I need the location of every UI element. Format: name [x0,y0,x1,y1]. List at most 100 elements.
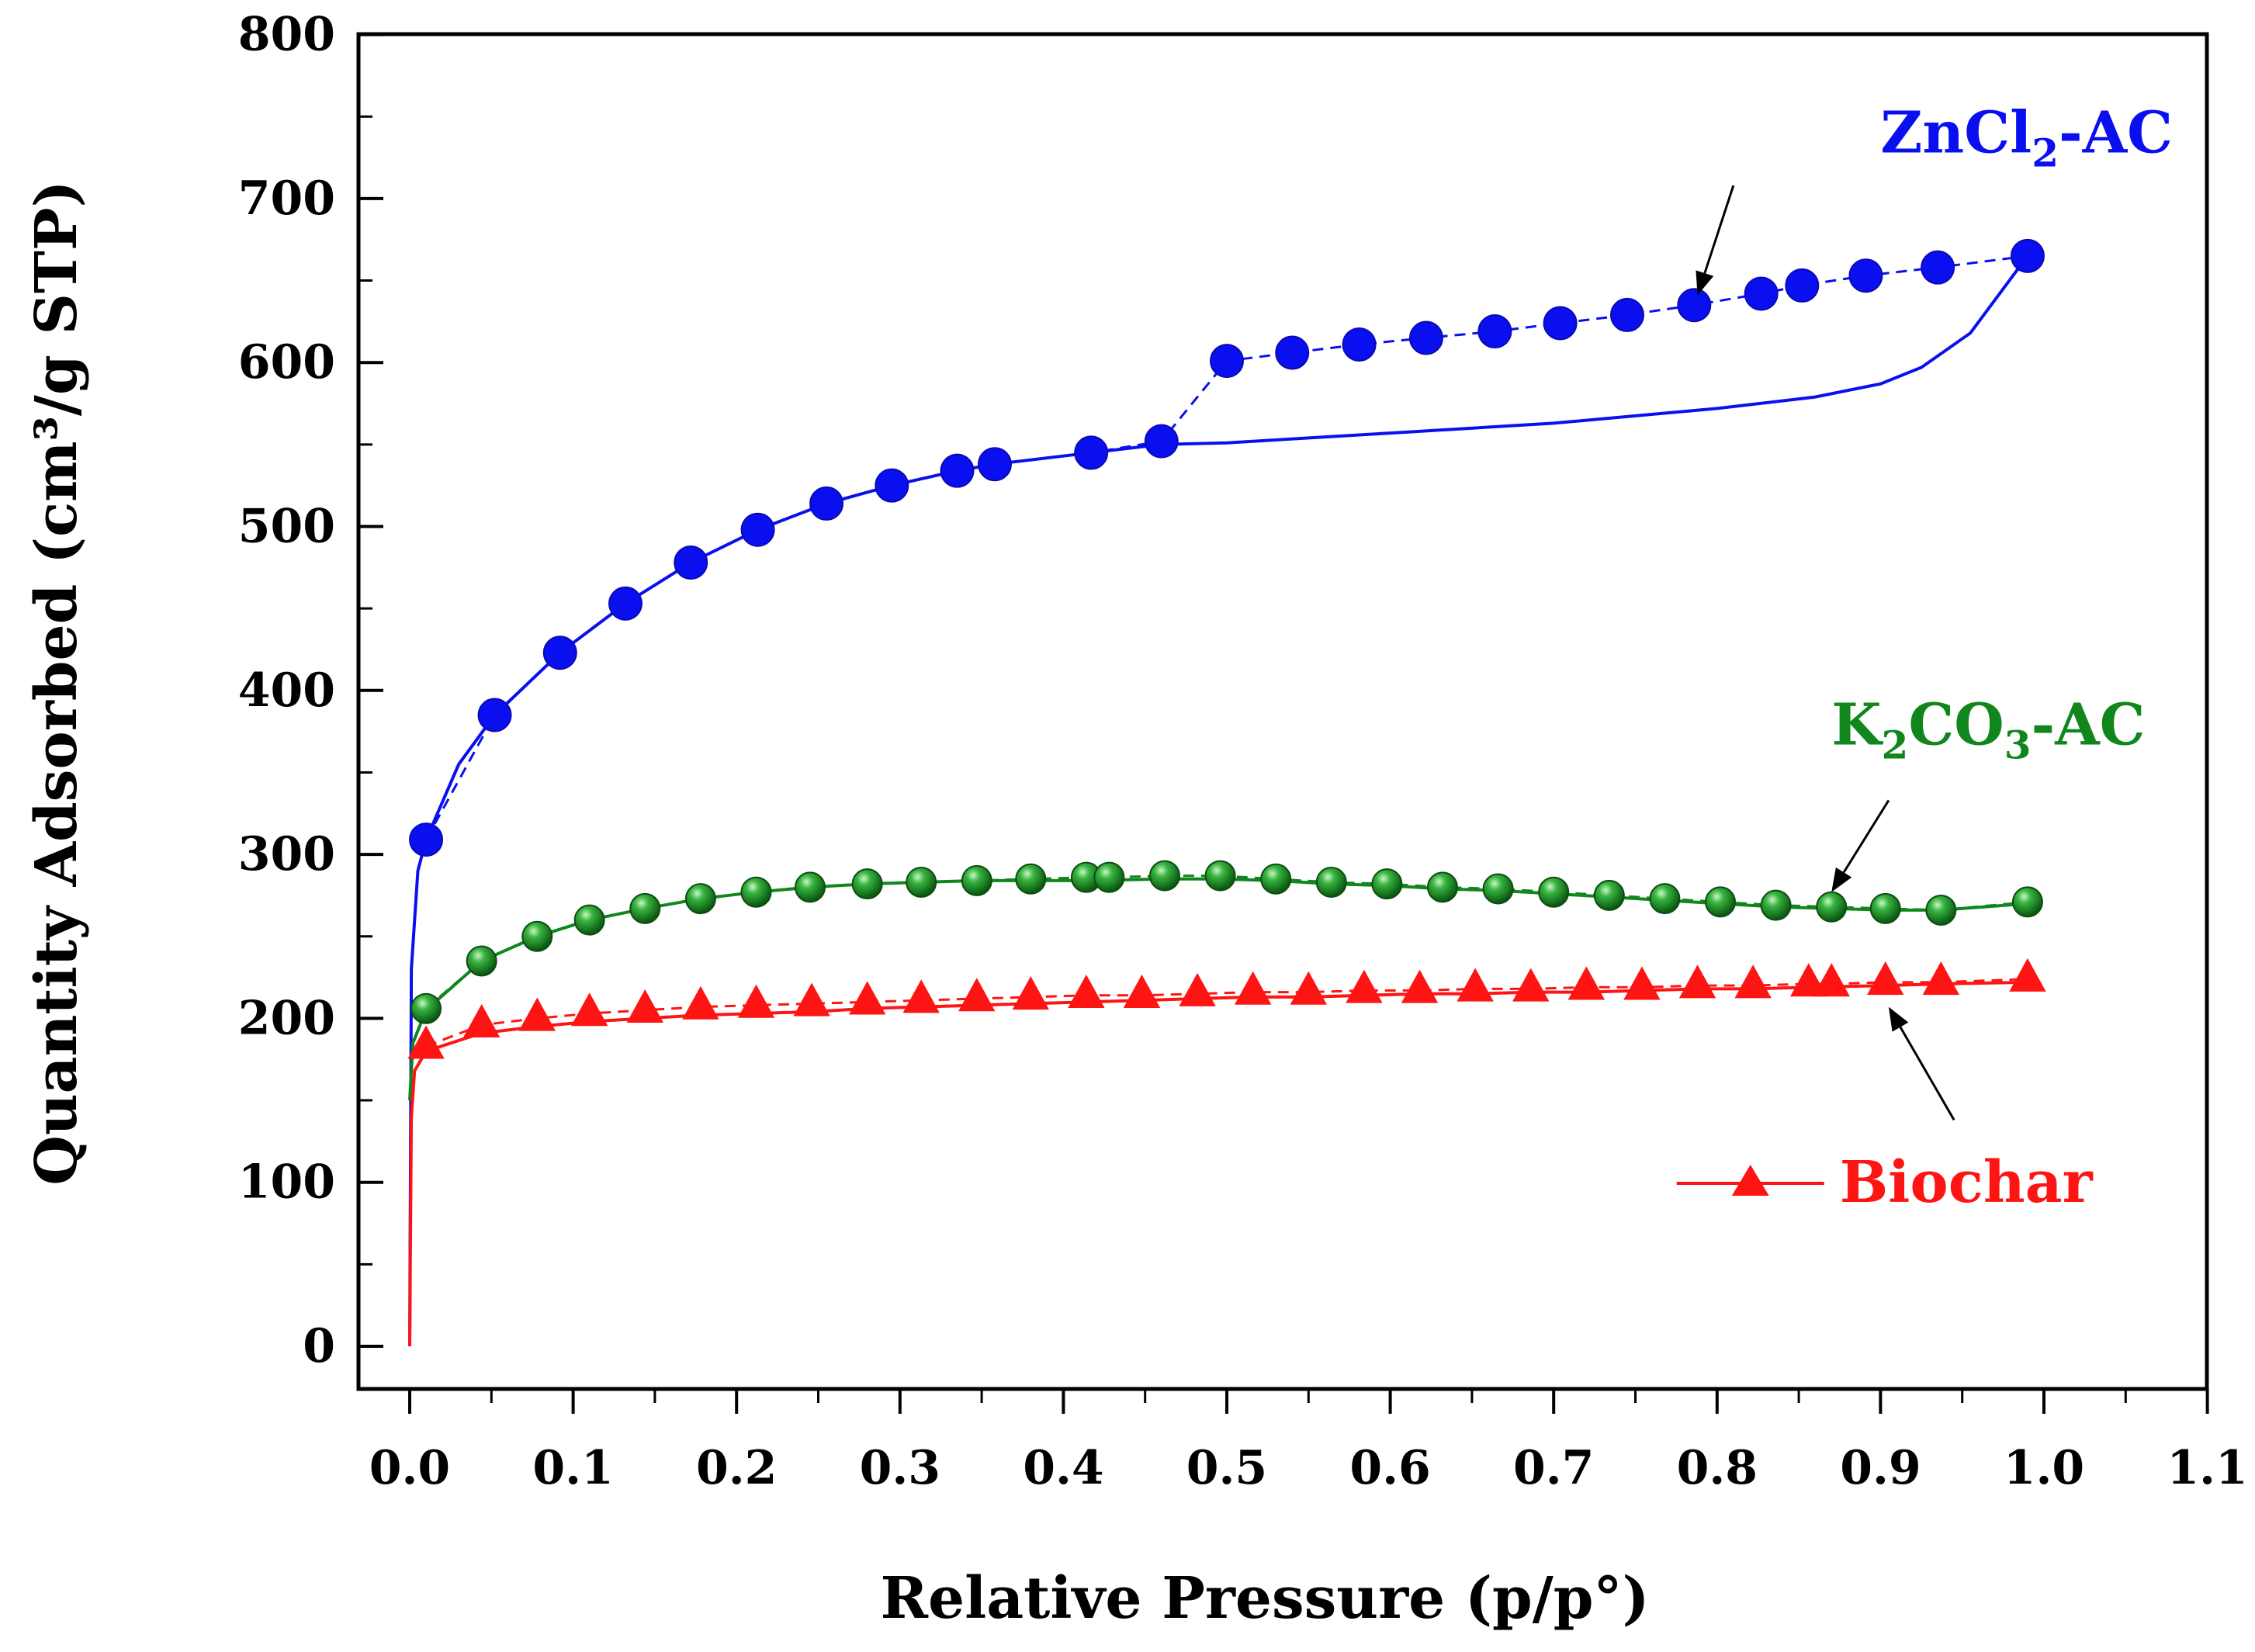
label-part: -AC [2059,100,2173,167]
data-point [407,1025,445,1059]
data-point [1744,276,1779,311]
data-point [848,981,886,1015]
data-point [1012,976,1049,1010]
k2co3-label: K2CO3-AC [1831,692,2146,892]
data-point [1144,424,1179,459]
y-tick-label: 100 [238,1155,335,1210]
data-point [1290,971,1327,1005]
data-point [466,945,497,977]
data-point [1426,871,1458,903]
data-point [1649,883,1681,915]
label-part: CO [1908,692,2004,759]
data-point [1315,867,1347,899]
data-point [1848,258,1883,293]
data-point [1677,288,1712,323]
x-tick-label: 0.4 [1023,1441,1103,1495]
data-point [958,978,996,1012]
series-dashed-line [424,255,2028,840]
x-axis-title: Relative Pressure (p/p°) [881,1565,1650,1632]
x-tick-label: 0.7 [1513,1441,1594,1495]
data-point [793,982,830,1016]
legend-triangle-icon [1731,1165,1769,1197]
data-point [1790,963,1827,997]
series-solid-line [408,980,2028,1347]
subscript: 2 [1882,722,1909,768]
x-tick-label: 0.0 [369,1441,450,1495]
series-k2co3-ac [408,860,2043,1101]
data-point [1538,876,1570,908]
data-point [1068,974,1105,1009]
data-point [477,698,512,732]
data-point [573,904,605,936]
data-point [1543,306,1578,341]
y-tick-label: 500 [238,500,335,554]
data-point [1925,894,1957,926]
plot-frame [356,32,2209,1391]
data-point [1922,961,1960,996]
label-part: Biochar [1840,1149,2094,1216]
series-biochar [407,958,2046,1347]
data-point [1093,861,1125,893]
data-point [462,1003,501,1038]
data-point [682,985,719,1020]
data-point [2010,238,2045,273]
y-tick-label: 400 [238,663,335,718]
data-point [1477,314,1512,349]
data-point [1148,860,1180,892]
data-point [518,997,556,1031]
y-tick-label: 0 [303,1319,335,1373]
x-tick-label: 0.3 [860,1441,940,1495]
data-point [409,823,444,857]
data-point [1869,892,1901,924]
x-tick-label: 0.5 [1186,1441,1267,1495]
data-point [1401,969,1439,1003]
data-point [1275,335,1310,370]
data-point [1705,886,1737,918]
data-point [684,883,716,915]
annotation-arrow-head [1696,270,1714,296]
data-point [1678,965,1716,999]
data-point [626,989,663,1023]
data-point [1074,435,1109,470]
data-point [1371,868,1403,900]
label-part: ZnCl [1880,100,2032,167]
data-point [1785,268,1820,303]
label-part: K [1831,692,1883,759]
x-axis: 0.0 0.1 0.2 0.3 0.4 0.5 0.6 0.7 0.8 0.9 1.0 1.1 [369,1389,2248,1495]
data-point [794,871,826,903]
data-point [570,992,608,1027]
x-tick-label: 0.1 [532,1441,613,1495]
x-tick-label: 0.6 [1349,1441,1430,1495]
data-point [1867,961,1904,996]
data-point [1346,969,1383,1003]
data-point [1342,327,1377,362]
data-point [809,486,844,521]
y-tick-label: 800 [238,8,335,62]
label-part: -AC [2032,692,2146,759]
y-tick-label: 200 [238,991,335,1045]
data-point [1408,320,1443,355]
data-point [1623,966,1661,1000]
data-point [1816,891,1848,923]
annotation-arrow-shaft [1842,799,1890,874]
annotation-text: Biochar [1840,1149,2094,1216]
data-point [1609,297,1644,332]
data-point [1179,972,1216,1006]
data-point [1482,873,1514,905]
annotation-arrow-shaft [1899,1026,1955,1121]
annotation-arrow-shaft [1703,185,1735,274]
data-point [1235,971,1272,1005]
data-point [902,979,940,1013]
annotation-arrow-head [1888,1006,1909,1032]
data-point [1813,963,1850,997]
data-point [851,868,883,900]
data-point [2009,958,2046,992]
x-tick-label: 0.8 [1677,1441,1758,1495]
data-point [1512,968,1550,1002]
data-point [940,453,975,488]
series-layer [407,238,2046,1347]
y-tick-label: 700 [238,171,335,226]
x-tick-label: 1.1 [2167,1441,2247,1495]
